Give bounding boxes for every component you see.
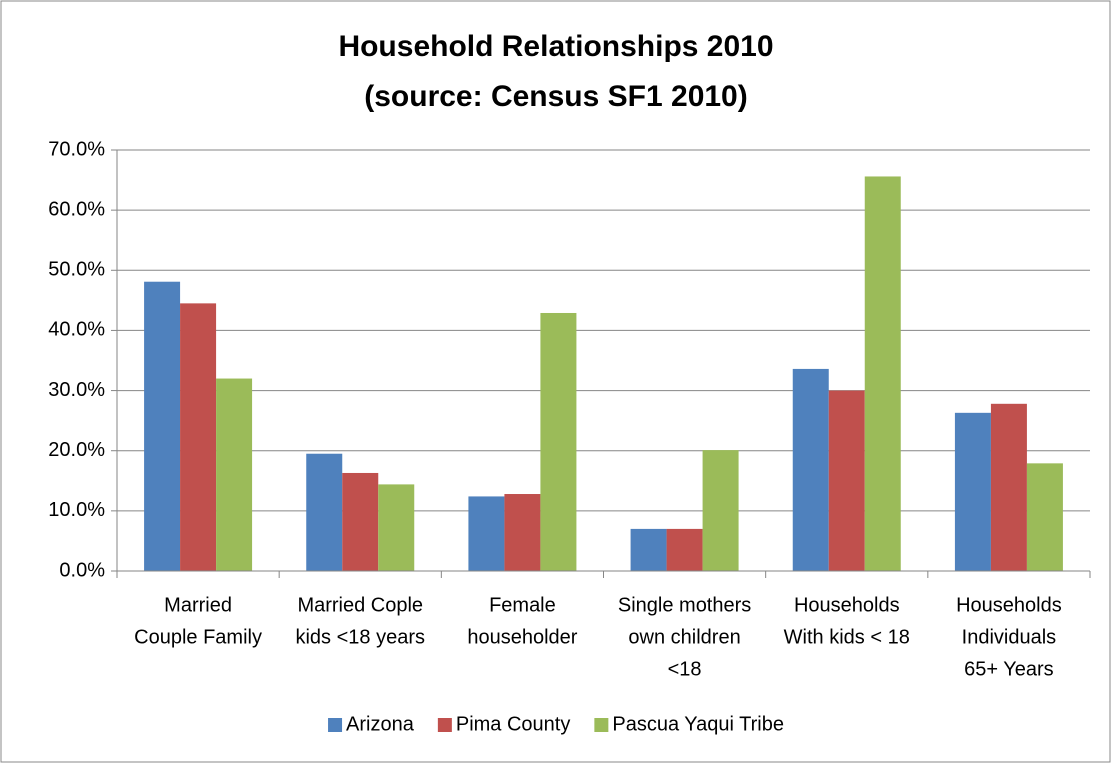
x-tick-label: <18 [668,658,702,680]
legend-label: Arizona [346,713,415,735]
bar [144,281,181,571]
legend-label: Pima County [456,713,571,735]
x-tick-label: Households [794,594,900,616]
chart-subtitle: (source: Census SF1 2010) [364,80,747,113]
bar [306,453,343,571]
x-tick-label: householder [467,626,577,648]
x-tick-label: Individuals [962,626,1057,648]
y-tick-label: 30.0% [48,379,105,401]
y-tick-label: 10.0% [48,499,105,521]
bar [504,494,541,571]
chart-title: Household Relationships 2010 [338,30,773,63]
x-tick-label: Married [164,594,232,616]
x-tick-label: Couple Family [134,626,262,648]
bar [954,412,991,571]
y-tick-label: 70.0% [48,138,105,160]
bar [864,176,901,571]
bar [828,390,865,571]
bar [630,528,667,571]
x-tick-label: 65+ Years [964,658,1054,680]
x-tick-label: Female [489,594,556,616]
bar [1026,463,1063,571]
y-tick-label: 20.0% [48,439,105,461]
y-tick-label: 50.0% [48,259,105,281]
bar [702,450,739,571]
bar [378,484,415,571]
legend-swatch [594,718,609,732]
x-tick-label: own children [628,626,740,648]
y-tick-label: 60.0% [48,198,105,220]
legend-swatch [328,718,343,732]
x-tick-label: Married Cople [297,594,423,616]
x-tick-label: Single mothers [618,594,751,616]
legend-label: Pascua Yaqui Tribe [612,713,784,735]
bar [666,528,703,571]
x-tick-label: Households [956,594,1062,616]
legend-swatch [437,718,452,732]
bar [180,303,217,571]
bar [216,378,253,571]
x-tick-label: kids <18 years [295,626,425,648]
bar [540,312,577,571]
bar [792,368,829,571]
bar [342,472,379,571]
x-tick-label: With kids < 18 [784,626,910,648]
bar [468,496,505,571]
y-tick-label: 40.0% [48,319,105,341]
y-tick-label: 0.0% [59,559,105,581]
bar [990,403,1027,571]
